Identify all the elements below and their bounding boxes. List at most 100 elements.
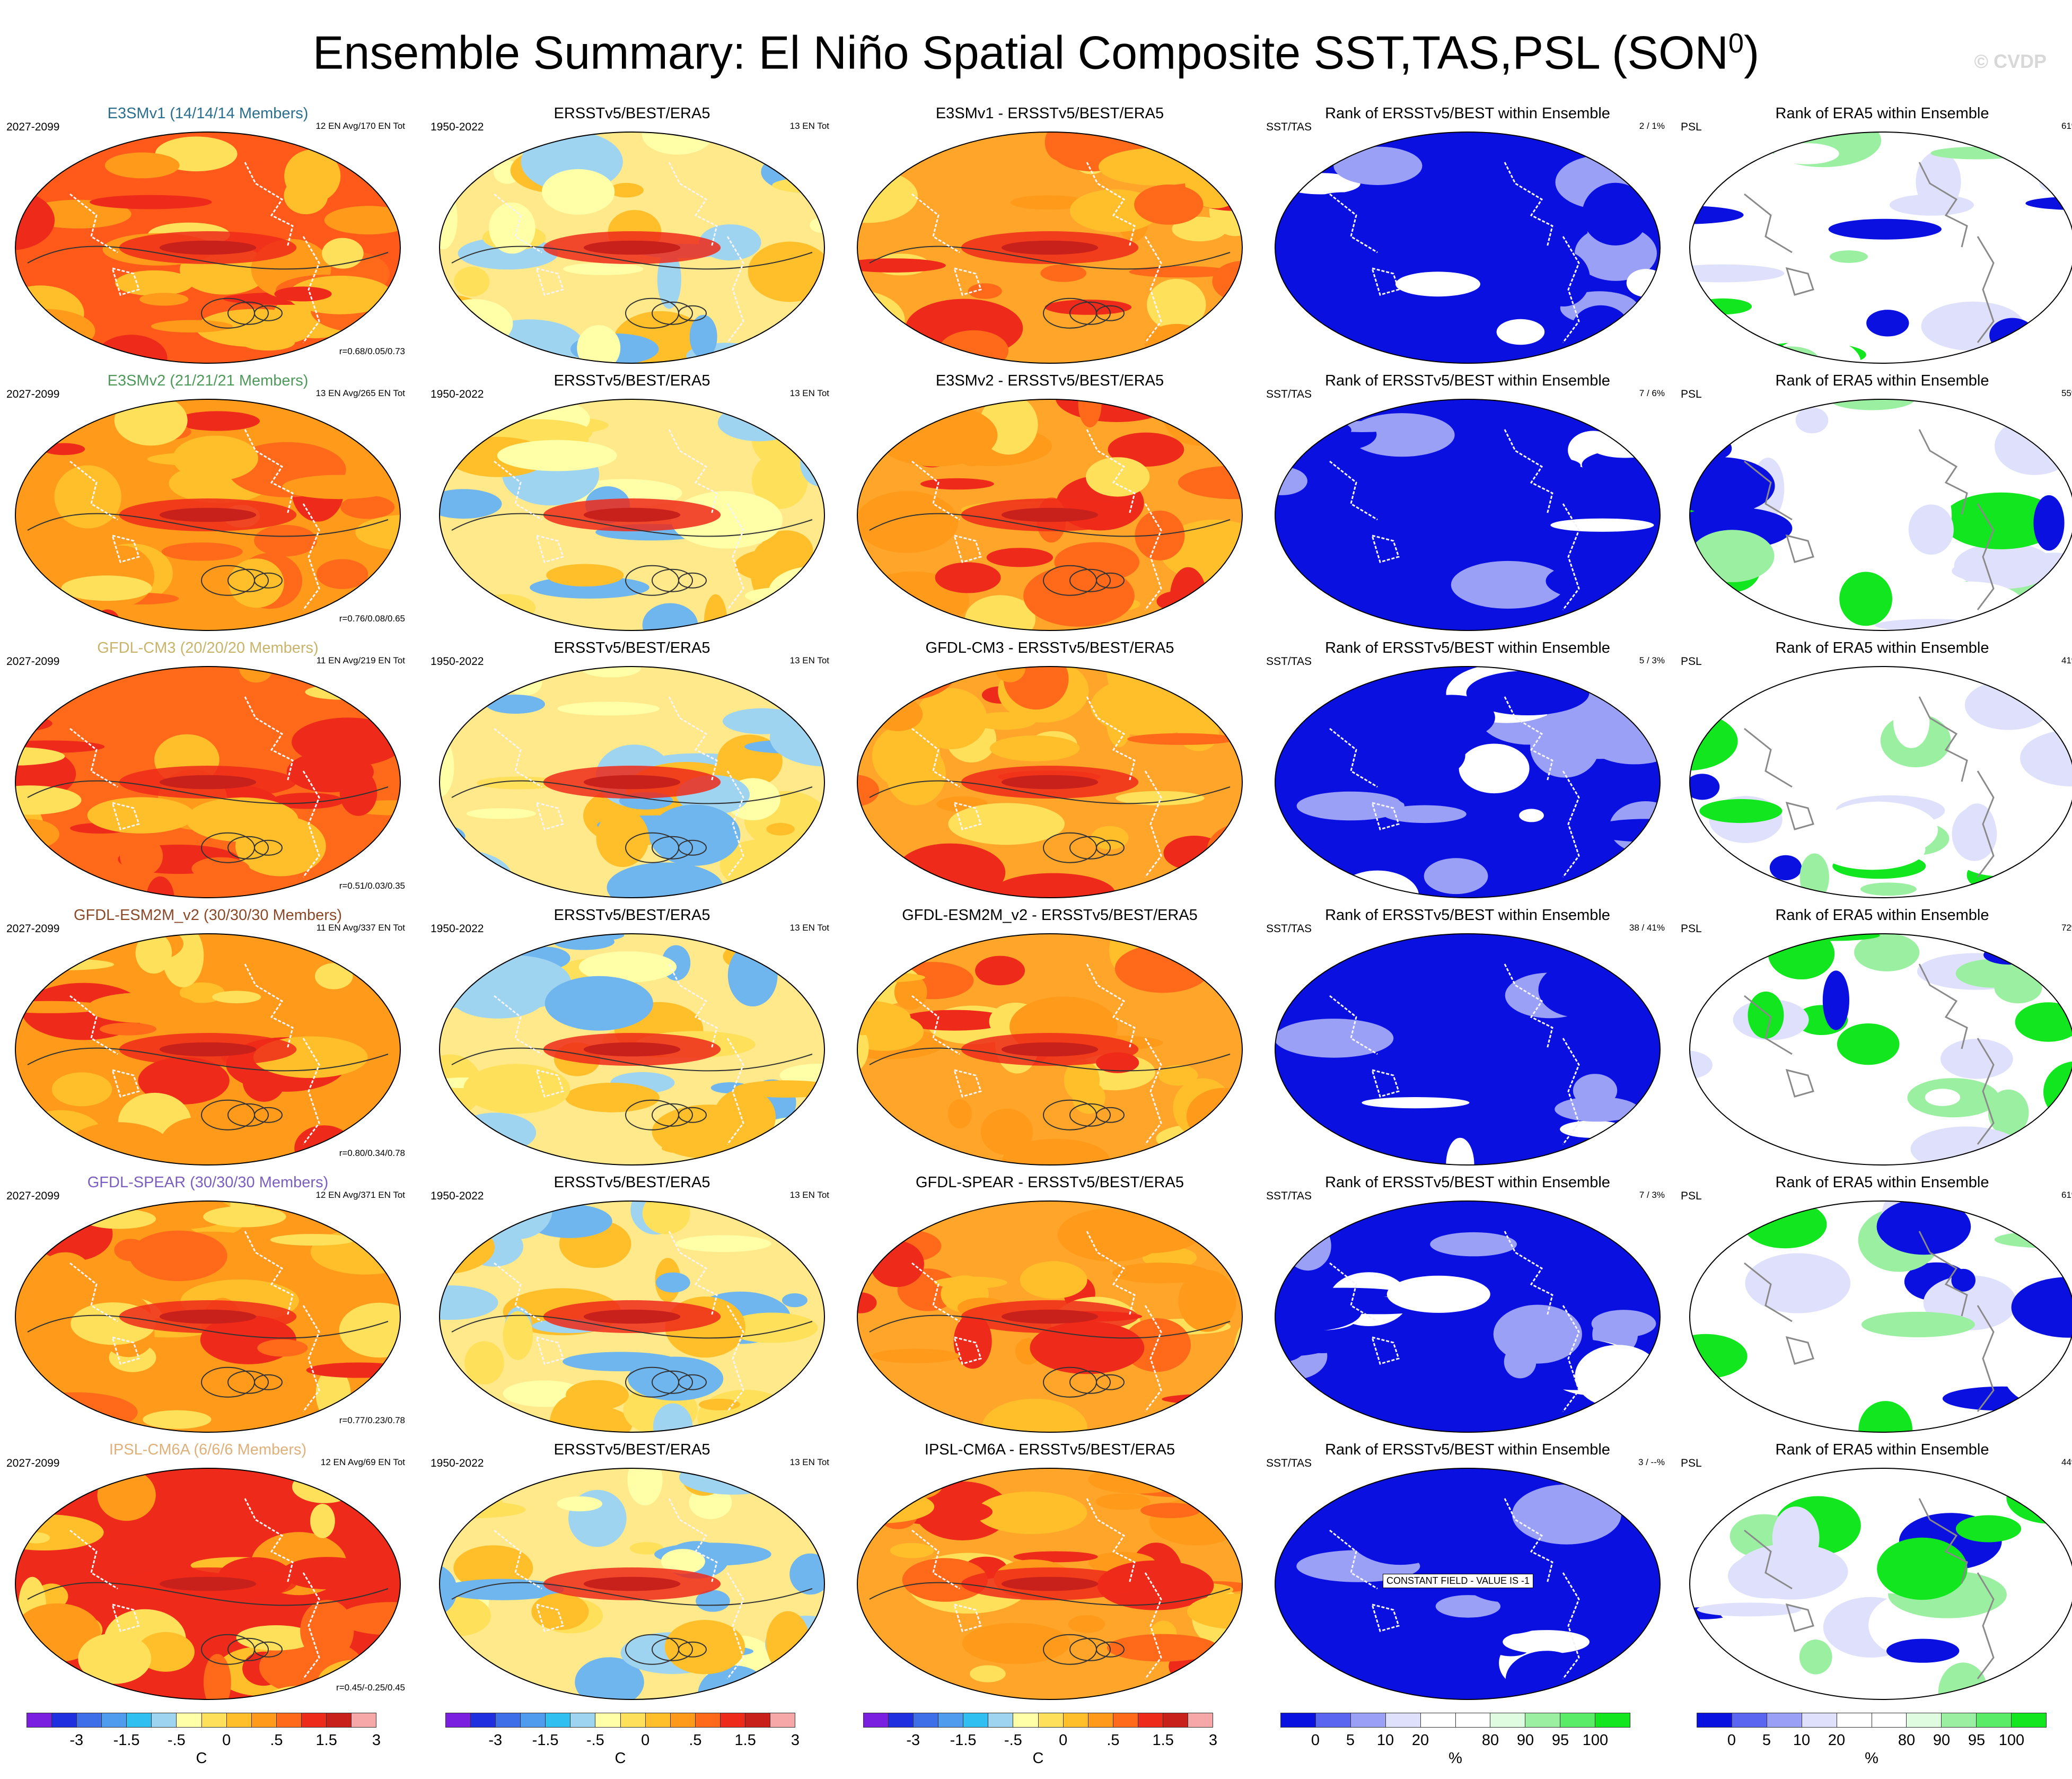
coastline [953, 1336, 982, 1365]
map-field-patch [596, 809, 649, 867]
colorbar-tick-label: 90 [1933, 1732, 1951, 1749]
map-field-patch [203, 1206, 286, 1228]
main-title: Ensemble Summary: El Niño Spatial Compos… [312, 26, 1760, 79]
panel-ensemble-info: 12 EN Avg/170 EN Tot [315, 121, 405, 131]
colorbar-tick-label: 0 [1727, 1732, 1736, 1749]
map-obs [439, 399, 825, 631]
map-field-patch [727, 944, 778, 1006]
map-field-patch [1886, 1638, 1960, 1663]
panel-obs: ERSSTv5/BEST/ERA5 1950-2022 13 EN Tot [431, 372, 833, 637]
coastline [111, 534, 140, 563]
coastline [1371, 267, 1400, 296]
map-field-patch [341, 983, 397, 1041]
pattern-correlation: r=0.77/0.23/0.78 [339, 1415, 405, 1425]
coastline [302, 236, 320, 343]
panel-title: Rank of ERA5 within Ensemble [1775, 1174, 1989, 1191]
psl-contour [869, 1314, 1231, 1339]
map-field-patch [1877, 1537, 1968, 1600]
coastline [911, 1262, 960, 1322]
colorbar-cells [27, 1713, 377, 1728]
map-outline [857, 1468, 1243, 1700]
map-field-patch [2038, 306, 2072, 356]
map-field-patch [15, 958, 115, 971]
map-field-patch [1296, 791, 1404, 821]
colorbar-cell [1113, 1713, 1138, 1728]
map-field-patch [1020, 1261, 1087, 1299]
panel-diff: GFDL-SPEAR - ERSSTv5/BEST/ERA5 [848, 1174, 1251, 1439]
map-field-patch [1597, 1393, 1649, 1432]
panel-period-label: PSL [1681, 1457, 1702, 1469]
map-field-patch [975, 956, 1025, 986]
pattern-correlation: r=0.68/0.05/0.73 [339, 346, 405, 356]
colorbar-cell [695, 1713, 721, 1728]
map-field-patch [1697, 1602, 1802, 1617]
colorbar-cell [276, 1713, 302, 1728]
map-field-patch [1876, 1201, 1971, 1255]
map-field-patch [15, 785, 82, 815]
map-field-patch [1858, 1401, 1913, 1432]
panel-model: IPSL-CM6A (6/6/6 Members) 2027-2099 12 EN … [6, 1441, 409, 1706]
map-field-patch [1044, 132, 1076, 161]
map-model [15, 1200, 401, 1433]
coastline [1504, 696, 1553, 782]
panel-period-label: SST/TAS [1266, 388, 1312, 400]
map-outline [1689, 1200, 2072, 1433]
map-field-patch [1774, 143, 1839, 164]
panel-sst: Rank of ERSSTv5/BEST within Ensemble SST/… [1266, 105, 1669, 370]
enso-core [583, 1042, 681, 1057]
map-field-patch [230, 1201, 256, 1216]
psl-contour [678, 1641, 707, 1658]
colorbar-cells [1280, 1713, 1631, 1728]
map-field-patch [95, 609, 120, 630]
psl-contour [254, 572, 283, 589]
map-field-patch [137, 1632, 195, 1672]
map-field-patch [15, 403, 52, 424]
coastline [111, 1336, 140, 1365]
coastline [69, 193, 118, 253]
coastline [726, 503, 744, 610]
psl-contour [1069, 1103, 1111, 1127]
map-field-patch [22, 1532, 50, 1544]
map-field-patch [1078, 399, 1102, 428]
panel-title: GFDL-CM3 (20/20/20 Members) [97, 639, 319, 656]
map-field-patch [341, 667, 400, 702]
map-field-patch [146, 876, 174, 898]
coastline [1977, 770, 1995, 878]
map-field-patch [581, 667, 641, 678]
map-field-patch [1430, 1232, 1517, 1257]
map-field-patch [78, 1633, 152, 1684]
colorbar-cell [863, 1713, 889, 1728]
coastline [1977, 1038, 1995, 1145]
colorbar-cell [620, 1713, 646, 1728]
map-field-patch [440, 399, 456, 433]
colorbar-tick-label: 100 [1998, 1732, 2025, 1749]
panel-period-label: 1950-2022 [431, 121, 484, 133]
map-field-patch [1086, 457, 1150, 497]
map-field-patch [1362, 1097, 1470, 1109]
colorbar-cell [1525, 1713, 1561, 1728]
panel-ensemble-info: 5 / 3% [1639, 655, 1665, 665]
map-field-patch [486, 695, 545, 714]
psl-contour [1096, 1107, 1125, 1123]
map-field-patch [894, 974, 927, 1010]
map-field-patch [463, 1064, 570, 1114]
coastline [1785, 1068, 1814, 1098]
map-field-patch [857, 132, 897, 157]
map-field-patch [972, 712, 1036, 730]
psl-contour [451, 513, 813, 537]
map-field-patch [365, 934, 400, 969]
panel-model: GFDL-CM3 (20/20/20 Members) 2027-2099 11 E… [6, 639, 409, 905]
map-field-patch [810, 217, 824, 233]
map-outline [857, 399, 1243, 631]
psl-contour [678, 1107, 707, 1123]
coastline [302, 503, 320, 610]
coastline [302, 1305, 320, 1412]
panel-psl: Rank of ERA5 within Ensemble PSL 61% [1681, 1174, 2072, 1439]
map-field-patch [466, 808, 536, 819]
colorbar-cell [1315, 1713, 1351, 1728]
colorbar-cell [595, 1713, 621, 1728]
coastline [535, 801, 564, 830]
map-field-patch [1591, 1310, 1656, 1338]
map-outline [1275, 1200, 1661, 1433]
map-field-patch [642, 603, 698, 630]
